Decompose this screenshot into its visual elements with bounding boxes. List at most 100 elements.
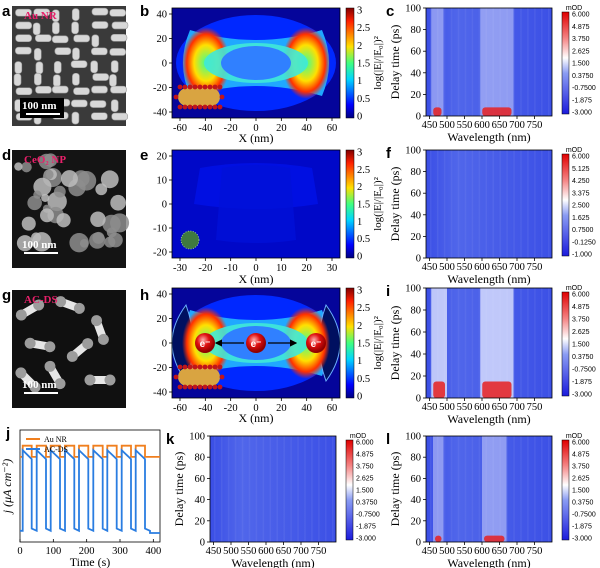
colorbar-tick-label: 3 (357, 6, 362, 17)
x-axis-title: X (nm) (239, 131, 274, 145)
colorbar-unit: mOD (566, 285, 582, 292)
colorbar-tick-label: 2.625 (572, 329, 590, 336)
map-texture (318, 436, 320, 542)
ceria-bead (212, 104, 218, 110)
y-tick-label: 40 (411, 210, 422, 221)
nanoparticle (38, 153, 55, 170)
x-tick-label: 40 (301, 403, 312, 414)
ceria-bead (219, 94, 225, 100)
dumbbell (84, 374, 116, 386)
nanoparticle (92, 231, 105, 244)
nanorod (91, 7, 109, 16)
colorbar-tick-label: 1.5 (357, 200, 370, 211)
x-tick-label: 600 (474, 402, 490, 413)
map-texture (214, 436, 216, 542)
x-axis-title: Time (s) (70, 555, 111, 568)
ceria-bead (187, 84, 193, 90)
x-tick-label: 550 (457, 262, 473, 273)
y-tick-label: 60 (411, 47, 422, 58)
map-texture (513, 150, 515, 258)
colorbar-tick-label: 0.3750 (572, 354, 594, 361)
nanorod (54, 47, 72, 55)
x-axis-title: X (nm) (239, 272, 274, 286)
panel-label: c (386, 3, 394, 20)
x-tick-label: 750 (311, 546, 327, 557)
series-line-ac-ds (20, 448, 160, 534)
ceria-bead (192, 104, 198, 110)
signal-hotspot (482, 107, 512, 116)
electron-label: e⁻ (311, 339, 322, 350)
nanoparticle (32, 232, 52, 252)
y-tick-label: 0 (416, 112, 421, 123)
ceria-bead (217, 384, 223, 390)
panel-label: i (386, 283, 390, 300)
y-tick-label: -20 (153, 83, 167, 94)
y-tick-label: -20 (153, 248, 167, 259)
plot-frame (425, 7, 553, 117)
ceria-bead (202, 364, 208, 370)
map-texture (541, 150, 543, 258)
ceria-bead (187, 104, 193, 110)
nanoparticle (27, 195, 42, 211)
nanorod (71, 8, 80, 21)
nanorod (70, 60, 88, 68)
colorbar-tick-label: 1.5 (357, 59, 370, 70)
ceria-nanoparticle-inset (181, 231, 199, 249)
y-tick-label: 40 (411, 495, 422, 506)
nanorod (109, 74, 117, 87)
map-texture (436, 150, 439, 258)
colorbar-tick-label: 2.5 (357, 303, 370, 314)
electron-label: e⁻ (200, 339, 211, 350)
map-texture (499, 150, 501, 258)
colorbar-tick-label: -1.875 (572, 97, 592, 104)
x-tick-label: 500 (439, 546, 455, 557)
map-texture (485, 8, 488, 116)
y-tick-label: 60 (411, 328, 422, 339)
x-tick-label: 750 (527, 120, 543, 131)
nanoparticle (72, 170, 90, 188)
nanorod (72, 47, 80, 61)
nanoparticle (95, 183, 108, 196)
ceria-bead (202, 104, 208, 110)
dumbbell (66, 338, 94, 362)
x-tick-label: 600 (474, 262, 490, 273)
map-texture (527, 436, 529, 542)
nanorod (72, 72, 80, 86)
x-tick-label: 500 (439, 262, 455, 273)
ceria-bead (207, 84, 213, 90)
map-texture (457, 436, 460, 542)
nanorod (91, 112, 108, 121)
colorbar (345, 439, 354, 541)
panel-label: e (140, 147, 148, 164)
nanorod (15, 8, 32, 17)
ceria-bead (197, 364, 203, 370)
colorbar-tick-label: 2.500 (572, 203, 590, 210)
x-tick-label: 550 (457, 120, 473, 131)
map-texture (506, 8, 508, 116)
dumbbell (15, 299, 45, 321)
ceria-bead (217, 84, 223, 90)
ceria-bead (192, 364, 198, 370)
y-tick-label: 60 (411, 474, 422, 485)
nanoparticle (21, 161, 32, 173)
colorbar-tick-label: 1.500 (572, 61, 590, 68)
x-tick-label: -20 (224, 403, 238, 414)
map-texture (311, 436, 313, 542)
map-texture (527, 288, 529, 398)
dumbbell-structures (15, 296, 116, 393)
nanorod (51, 35, 69, 44)
panel-label: j (5, 425, 10, 442)
ceria-bead (187, 384, 193, 390)
electron-left: e⁻ (195, 333, 215, 353)
y-tick-label: 0 (162, 59, 167, 70)
colorbar-tick-label: 1.5 (357, 339, 370, 350)
map-texture (478, 150, 481, 258)
colorbar-tick-label: 1.500 (356, 488, 374, 495)
panel-label: l (386, 431, 390, 448)
colorbar (345, 7, 355, 119)
colorbar (561, 291, 570, 397)
y-tick-label: 0 (162, 339, 167, 350)
ceria-bead (182, 364, 188, 370)
x-axis-title: Wavelength (nm) (447, 412, 530, 426)
